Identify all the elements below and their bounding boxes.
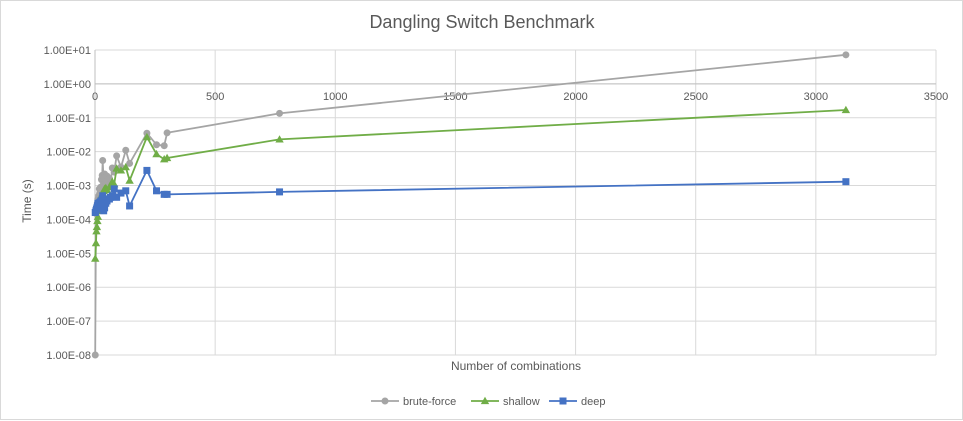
data-point-brute-force bbox=[160, 142, 168, 150]
y-tick-label: 1.00E-06 bbox=[46, 282, 91, 294]
data-point-shallow bbox=[121, 162, 130, 171]
data-point-shallow bbox=[93, 212, 103, 220]
chart-title: Dangling Switch Benchmark bbox=[369, 12, 595, 32]
data-point-deep bbox=[101, 204, 109, 212]
data-point-deep bbox=[842, 178, 850, 186]
data-point-brute-force bbox=[99, 156, 107, 164]
legend-marker-brute-force bbox=[381, 397, 389, 405]
data-point-shallow bbox=[142, 132, 152, 141]
data-point-deep bbox=[99, 192, 107, 200]
x-tick-label: 1000 bbox=[323, 91, 347, 103]
y-tick-label: 1.00E-08 bbox=[46, 350, 91, 362]
legend-item-deep: deep bbox=[549, 396, 605, 408]
data-point-deep bbox=[117, 189, 125, 197]
data-point-shallow bbox=[125, 176, 134, 184]
y-tick-labels: 1.00E-08 1.00E-07 1.00E-06 1.00E-05 1.00E-04… bbox=[44, 45, 91, 362]
data-point-brute-force bbox=[153, 141, 161, 149]
data-point-shallow bbox=[116, 166, 126, 174]
x-tick-label: 3000 bbox=[804, 91, 828, 103]
data-point-deep bbox=[276, 188, 284, 196]
data-point-brute-force bbox=[113, 152, 121, 160]
data-point-deep bbox=[153, 187, 161, 195]
data-point-shallow bbox=[152, 149, 161, 158]
x-axis-label: Number of combinations bbox=[451, 359, 581, 373]
y-tick-label: 1.00E-01 bbox=[46, 113, 91, 125]
data-point-brute-force bbox=[163, 129, 171, 137]
data-point-brute-force bbox=[126, 159, 134, 167]
data-point-shallow bbox=[112, 164, 121, 172]
data-point-brute-force bbox=[91, 351, 99, 359]
x-tick-label: 0 bbox=[92, 91, 98, 103]
y-tick-label: 1.00E+00 bbox=[44, 79, 91, 91]
y-tick-label: 1.00E-05 bbox=[46, 248, 91, 260]
legend-marker-deep bbox=[559, 397, 567, 405]
data-point-deep bbox=[108, 192, 116, 200]
x-tick-label: 2000 bbox=[563, 91, 587, 103]
y-axis-label: Time (s) bbox=[20, 179, 34, 223]
data-point-brute-force bbox=[276, 109, 284, 117]
legend-label: deep bbox=[581, 396, 605, 408]
y-tick-label: 1.00E+01 bbox=[44, 45, 91, 57]
y-tick-label: 1.00E-04 bbox=[46, 214, 91, 226]
legend-item-shallow: shallow bbox=[471, 396, 540, 408]
data-point-deep bbox=[110, 185, 118, 193]
data-point-deep bbox=[122, 187, 130, 195]
series-deep bbox=[91, 166, 850, 217]
data-point-deep bbox=[126, 202, 134, 210]
y-tick-label: 1.00E-03 bbox=[46, 181, 91, 193]
data-point-shallow bbox=[275, 135, 284, 143]
legend-marker-shallow bbox=[480, 396, 490, 405]
y-tick-label: 1.00E-07 bbox=[46, 316, 91, 328]
x-tick-label: 3500 bbox=[924, 91, 948, 103]
data-point-shallow bbox=[91, 238, 101, 247]
legend: brute-force shallow deep bbox=[371, 396, 605, 408]
legend-label: shallow bbox=[503, 396, 540, 408]
data-point-brute-force bbox=[122, 146, 130, 154]
data-point-shallow bbox=[91, 254, 100, 262]
x-tick-label: 500 bbox=[206, 91, 224, 103]
data-point-shallow bbox=[92, 222, 102, 231]
data-point-deep bbox=[113, 193, 121, 201]
data-point-shallow bbox=[162, 153, 172, 162]
legend-label: brute-force bbox=[403, 396, 456, 408]
data-point-shallow bbox=[92, 226, 101, 235]
data-point-shallow bbox=[841, 105, 851, 114]
y-tick-label: 1.00E-02 bbox=[46, 147, 91, 159]
data-point-deep bbox=[143, 166, 151, 174]
series-group bbox=[91, 51, 851, 359]
x-tick-labels: 0 500 1000 1500 2000 2500 3000 3500 bbox=[92, 91, 948, 103]
data-point-shallow bbox=[93, 216, 102, 225]
data-point-brute-force bbox=[842, 51, 850, 59]
x-tick-label: 2500 bbox=[683, 91, 707, 103]
data-point-deep bbox=[163, 190, 171, 198]
legend-item-brute-force: brute-force bbox=[371, 396, 456, 408]
series-line-deep bbox=[94, 169, 846, 213]
